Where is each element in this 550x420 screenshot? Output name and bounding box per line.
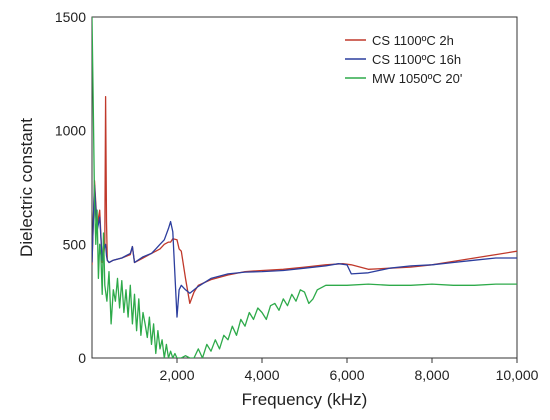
y-tick-label: 1000 — [55, 123, 86, 139]
plot-area — [91, 16, 518, 359]
series-line-2 — [92, 184, 517, 318]
x-axis: 2,000 4,000 6,000 8,000 10,000 — [159, 358, 539, 383]
y-tick-label: 1500 — [55, 9, 86, 25]
x-tick-label: 2,000 — [159, 367, 194, 383]
y-axis-title: Dielectric constant — [17, 118, 36, 257]
legend: CS 1100ºC 2h CS 1100ºC 16h MW 1050ºC 20' — [345, 33, 462, 86]
plot-frame — [91, 16, 518, 359]
series-line-1 — [92, 95, 517, 305]
x-tick-label: 6,000 — [329, 367, 364, 383]
legend-label-1: CS 1100ºC 2h — [372, 33, 454, 48]
x-tick-label: 4,000 — [244, 367, 279, 383]
x-axis-title: Frequency (kHz) — [242, 390, 368, 409]
series-layer — [92, 17, 517, 358]
legend-label-2: CS 1100ºC 16h — [372, 52, 461, 67]
x-tick-label: 8,000 — [414, 367, 449, 383]
legend-label-3: MW 1050ºC 20' — [372, 71, 462, 86]
y-tick-label: 0 — [78, 350, 86, 366]
x-tick-label: 10,000 — [496, 367, 539, 383]
series-line-3 — [92, 17, 517, 358]
y-axis: 0 500 1000 1500 — [55, 9, 86, 366]
y-tick-label: 500 — [63, 236, 87, 252]
